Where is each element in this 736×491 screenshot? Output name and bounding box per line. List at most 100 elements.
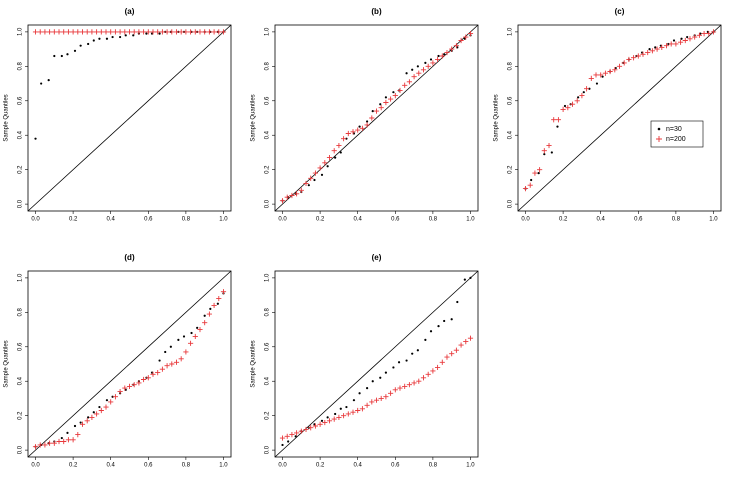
point xyxy=(411,352,414,355)
point xyxy=(373,108,380,114)
point xyxy=(663,43,670,49)
x-tick-label: 0.2 xyxy=(559,217,568,223)
y-tick-label: 0.6 xyxy=(18,342,24,351)
point xyxy=(450,318,453,321)
point xyxy=(37,29,43,35)
y-tick-label: 0.4 xyxy=(18,130,24,139)
point xyxy=(73,49,77,52)
y-tick-label: 0.6 xyxy=(265,342,271,351)
reference-line xyxy=(27,24,232,212)
y-tick-label: 0.2 xyxy=(265,411,271,420)
y-tick-label: 0.6 xyxy=(265,96,271,105)
point xyxy=(612,67,618,73)
point xyxy=(384,96,387,99)
point xyxy=(439,53,445,59)
y-axis-label: Sample Quantiles xyxy=(4,94,10,141)
point xyxy=(61,438,67,445)
point xyxy=(444,354,450,360)
point xyxy=(350,129,356,135)
point xyxy=(298,187,304,193)
point xyxy=(308,425,314,431)
x-tick-label: 1.0 xyxy=(219,463,228,469)
x-tick-label: 0.0 xyxy=(521,217,530,223)
point xyxy=(42,442,48,448)
point xyxy=(87,42,90,46)
x-tick-label: 0.8 xyxy=(182,463,191,469)
y-tick-label: 1.0 xyxy=(18,27,24,36)
point xyxy=(577,96,580,99)
point xyxy=(79,421,82,424)
point xyxy=(75,29,81,35)
point xyxy=(159,366,165,372)
point xyxy=(574,98,580,104)
panel-title: (b) xyxy=(371,7,382,16)
point xyxy=(430,60,436,66)
point xyxy=(630,55,637,61)
point xyxy=(164,363,170,369)
point xyxy=(467,335,474,341)
point xyxy=(145,29,151,35)
x-tick-label: 0.0 xyxy=(31,463,40,469)
point xyxy=(402,383,408,389)
point xyxy=(383,394,389,400)
point xyxy=(66,431,69,434)
point xyxy=(155,370,161,376)
point xyxy=(392,366,395,369)
point xyxy=(467,31,474,37)
point xyxy=(429,330,433,333)
point xyxy=(326,155,333,161)
point xyxy=(322,160,328,166)
point xyxy=(60,436,63,440)
point xyxy=(358,125,361,128)
point xyxy=(132,34,135,37)
point xyxy=(541,148,547,154)
point xyxy=(145,375,151,381)
point xyxy=(673,41,679,47)
plot-frame xyxy=(517,24,722,212)
point xyxy=(197,326,203,333)
point xyxy=(289,192,295,199)
point xyxy=(537,172,540,175)
point xyxy=(449,351,455,357)
y-tick-label: 0.0 xyxy=(265,199,271,208)
point xyxy=(190,331,193,335)
point xyxy=(84,29,90,35)
x-tick-label: 0.6 xyxy=(634,217,643,223)
point xyxy=(424,61,427,64)
point xyxy=(378,395,384,402)
point xyxy=(187,340,194,346)
point xyxy=(556,125,559,128)
point xyxy=(298,428,304,434)
point xyxy=(616,63,623,69)
point xyxy=(429,58,433,61)
point xyxy=(411,68,414,71)
point xyxy=(131,29,137,35)
point xyxy=(169,361,175,367)
point xyxy=(145,32,148,35)
point xyxy=(648,48,651,51)
point xyxy=(434,56,441,63)
point xyxy=(420,375,427,381)
point xyxy=(397,361,401,364)
point xyxy=(173,29,180,35)
point xyxy=(692,34,698,40)
point xyxy=(307,184,310,187)
point xyxy=(98,405,101,409)
panel: (b) Sample Quantiles 0.0 0.2 0.4 0.6 0.8 1.0 0.0… xyxy=(251,7,479,223)
point xyxy=(89,414,95,420)
point xyxy=(216,29,222,35)
point xyxy=(111,35,114,39)
panel: (d) Sample Quantiles 0.0 0.2 0.4 0.6 0.8 1.0 0.0… xyxy=(4,253,232,469)
point xyxy=(211,29,217,35)
x-tick-label: 1.0 xyxy=(466,463,475,469)
point xyxy=(550,151,553,154)
y-tick-label: 1.0 xyxy=(265,27,271,36)
point xyxy=(140,29,147,35)
point xyxy=(537,167,543,173)
point xyxy=(331,148,337,154)
point xyxy=(546,142,552,149)
panel: (c) Sample Quantiles 0.0 0.2 0.4 0.6 0.8 1.0 0.0… xyxy=(494,7,722,223)
point xyxy=(406,382,412,388)
point xyxy=(211,302,217,309)
point xyxy=(158,32,161,35)
